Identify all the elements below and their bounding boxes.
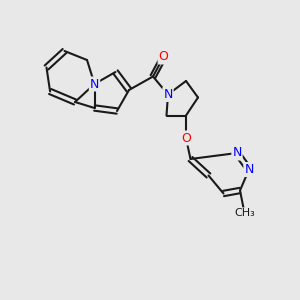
Text: N: N (163, 88, 173, 101)
Text: O: O (159, 50, 168, 64)
Text: O: O (181, 131, 191, 145)
Text: N: N (90, 77, 99, 91)
Text: N: N (232, 146, 242, 160)
Text: CH₃: CH₃ (234, 208, 255, 218)
Text: N: N (244, 163, 254, 176)
